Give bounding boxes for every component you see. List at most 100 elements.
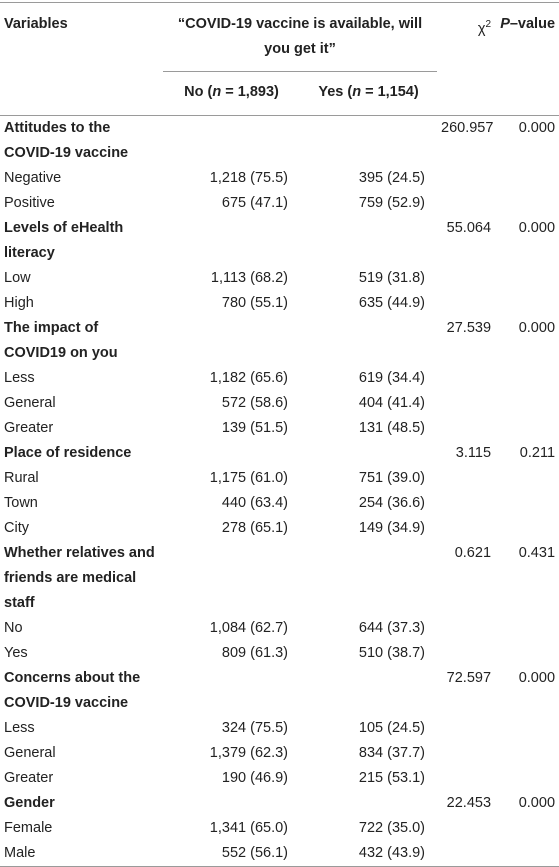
chi2-value: 27.539 [446, 320, 492, 336]
yes-count: 722 (35.0) [358, 820, 426, 836]
empty-cell [437, 191, 495, 216]
yes-count: 759 (52.9) [358, 195, 426, 211]
header-no: No (n = 1,893) [163, 71, 300, 116]
data-row: Less 1,182 (65.6) 619 (34.4) [0, 366, 559, 391]
no-count: 190 (46.9) [221, 770, 288, 786]
row-label: Less [4, 370, 35, 386]
empty-cell [437, 366, 495, 391]
row-label: Negative [4, 170, 62, 186]
empty-cell [437, 391, 495, 416]
empty-cell [437, 266, 495, 291]
data-row: Female 1,341 (65.0) 722 (35.0) [0, 816, 559, 841]
table-header: Variables “COVID-19 vaccine is available… [0, 2, 559, 116]
no-count: 780 (55.1) [221, 295, 288, 311]
group-name: Gender [4, 795, 55, 811]
chi2-value: 3.115 [455, 445, 492, 461]
p-value: 0.431 [518, 545, 556, 561]
no-count: 139 (51.5) [221, 420, 288, 436]
no-count: 278 (65.1) [221, 520, 288, 536]
chi2-value: 0.621 [454, 545, 492, 561]
row-label: City [4, 520, 29, 536]
yes-count: 105 (24.5) [358, 720, 426, 736]
chi2-value: 22.453 [446, 795, 492, 811]
row-label: Greater [4, 420, 54, 436]
empty-cell [495, 766, 559, 791]
header-question: “COVID-19 vaccine is available, will you… [163, 2, 438, 72]
yes-count: 751 (39.0) [358, 470, 426, 486]
yes-count: 149 (34.9) [358, 520, 426, 536]
t: Yes ( [318, 84, 353, 100]
row-label: Female [4, 820, 53, 836]
group-row: Whether relatives and friends are medica… [0, 541, 559, 616]
empty-cell [495, 466, 559, 491]
row-label: Greater [4, 770, 54, 786]
empty-cell [300, 541, 437, 616]
group-name: Place of residence [4, 445, 132, 461]
empty-cell [437, 766, 495, 791]
empty-cell [495, 391, 559, 416]
empty-cell [495, 266, 559, 291]
yes-count: 510 (38.7) [358, 645, 426, 661]
empty-cell [163, 316, 300, 366]
yes-count: 834 (37.7) [358, 745, 426, 761]
no-count: 1,084 (62.7) [209, 620, 288, 636]
no-count: 1,341 (65.0) [209, 820, 288, 836]
table-body: Attitudes to the COVID-19 vaccine 260.957… [0, 116, 559, 867]
data-row: Rural 1,175 (61.0) 751 (39.0) [0, 466, 559, 491]
p-value: 0.000 [518, 320, 556, 336]
t: = 1,154) [361, 84, 419, 100]
p-value: 0.000 [518, 120, 556, 136]
group-name: Levels of eHealth literacy [4, 220, 124, 261]
no-count: 552 (56.1) [221, 845, 288, 861]
empty-cell [163, 666, 300, 716]
t: No ( [184, 84, 213, 100]
yes-count: 395 (24.5) [358, 170, 426, 186]
empty-cell [437, 516, 495, 541]
data-row: City 278 (65.1) 149 (34.9) [0, 516, 559, 541]
empty-cell [495, 641, 559, 666]
empty-cell [437, 616, 495, 641]
empty-cell [300, 316, 437, 366]
no-count: 572 (58.6) [221, 395, 288, 411]
group-row: Concerns about the COVID-19 vaccine 72.59… [0, 666, 559, 716]
empty-cell [437, 716, 495, 741]
empty-cell [163, 541, 300, 616]
data-row: Male 552 (56.1) 432 (43.9) [0, 841, 559, 867]
yes-count: 635 (44.9) [358, 295, 426, 311]
empty-cell [437, 291, 495, 316]
empty-cell [437, 416, 495, 441]
row-label: General [4, 395, 56, 411]
yes-count: 432 (43.9) [358, 845, 426, 861]
group-name: The impact of COVID19 on you [4, 320, 118, 361]
no-count: 1,218 (75.5) [209, 170, 288, 186]
row-label: Positive [4, 195, 55, 211]
no-count: 1,182 (65.6) [209, 370, 288, 386]
empty-cell [495, 191, 559, 216]
row-label: Town [4, 495, 38, 511]
n-italic: n [212, 84, 222, 100]
header-variables: Variables [0, 2, 163, 116]
yes-count: 254 (36.6) [358, 495, 426, 511]
chi2-value: 260.957 [441, 120, 494, 136]
group-row: Gender 22.453 0.000 [0, 791, 559, 816]
empty-cell [495, 816, 559, 841]
no-count: 675 (47.1) [221, 195, 288, 211]
empty-cell [437, 841, 495, 867]
empty-cell [300, 216, 437, 266]
data-row: General 1,379 (62.3) 834 (37.7) [0, 741, 559, 766]
group-row: Place of residence 3.115 0.211 [0, 441, 559, 466]
header-row: No (n = 1,893) Yes ( n = 1,154) [0, 71, 559, 116]
no-count: 809 (61.3) [221, 645, 288, 661]
p-rest: –value [509, 16, 556, 32]
group-row: The impact of COVID19 on you 27.539 0.000 [0, 316, 559, 366]
empty-cell [437, 816, 495, 841]
empty-cell [300, 791, 437, 816]
group-name: Whether relatives and friends are medica… [4, 545, 155, 611]
p-value: 0.000 [518, 670, 556, 686]
row-label: Male [4, 845, 36, 861]
row-label: No [4, 620, 23, 636]
data-row: Less 324 (75.5) 105 (24.5) [0, 716, 559, 741]
p-value: 0.000 [518, 220, 556, 236]
